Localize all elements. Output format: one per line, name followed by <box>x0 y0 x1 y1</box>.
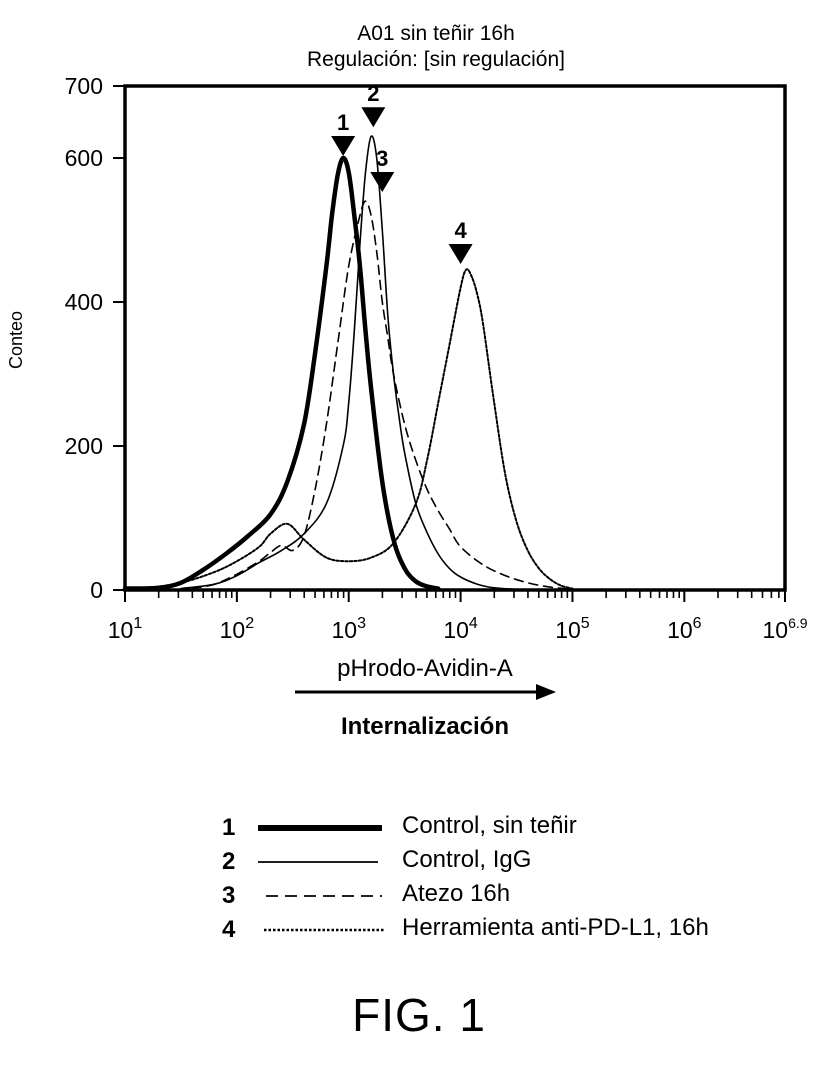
legend-number: 4 <box>222 916 236 943</box>
peak-marker-label: 3 <box>376 146 388 171</box>
figure-label: FIG. 1 <box>352 989 486 1041</box>
series-line-1 <box>122 155 441 591</box>
y-tick-label: 600 <box>65 145 103 171</box>
legend-number: 2 <box>222 848 236 875</box>
series-line-3 <box>191 200 574 591</box>
chart-title: A01 sin teñir 16h <box>357 22 515 45</box>
legend-swatch-thin-solid <box>258 861 378 863</box>
axes: 0 200 400 600 700 101 102 103 104 105 106 106.9 <box>65 73 808 643</box>
legend-label: Atezo 16h <box>402 880 511 907</box>
peak-marker-triangle-icon <box>361 107 386 128</box>
legend: 1 Control, sin teñir 2 Control, IgG 3 At… <box>222 812 782 948</box>
legend-swatch-dotted <box>264 928 384 932</box>
y-tick-label: 0 <box>90 577 103 603</box>
legend-swatch-thick-solid <box>258 825 382 831</box>
series-line-4 <box>124 268 574 590</box>
series-line-2 <box>180 135 518 591</box>
x-tick-label: 102 <box>220 615 255 643</box>
plot-frame <box>123 84 787 592</box>
series-lines <box>122 135 574 591</box>
arrow-right-icon <box>536 684 556 700</box>
arrow-label: Internalización <box>341 713 509 740</box>
peak-marker-label: 2 <box>367 81 379 106</box>
legend-number: 3 <box>222 882 236 909</box>
chart-subtitle: Regulación: [sin regulación] <box>307 48 565 71</box>
legend-swatch-dashed <box>266 895 382 897</box>
x-tick-label: 106 <box>667 615 702 643</box>
peak-marker-triangle-icon <box>331 136 356 156</box>
legend-label: Control, sin teñir <box>402 812 577 839</box>
y-tick-label: 200 <box>65 433 103 459</box>
y-axis-label: Conteo <box>6 311 26 369</box>
legend-label: Herramienta anti-PD-L1, 16h <box>402 914 709 941</box>
legend-label: Control, IgG <box>402 846 532 873</box>
peak-marker-triangle-icon <box>370 172 395 192</box>
peak-markers: 12 3 4 <box>331 81 473 264</box>
legend-item: 4 Herramienta anti-PD-L1, 16h <box>222 914 782 948</box>
y-tick-label: 400 <box>65 289 103 315</box>
x-tick-label: 104 <box>443 615 478 643</box>
y-tick-label: 700 <box>65 73 103 99</box>
x-tick-label: 106.9 <box>762 615 807 643</box>
x-tick-label: 103 <box>331 615 366 643</box>
legend-item: 1 Control, sin teñir <box>222 812 782 846</box>
legend-number: 1 <box>222 814 236 841</box>
peak-marker-label: 4 <box>454 218 467 243</box>
x-tick-label: 101 <box>108 615 143 643</box>
x-tick-label: 105 <box>555 615 590 643</box>
legend-item: 3 Atezo 16h <box>222 880 782 914</box>
x-axis-label: pHrodo-Avidin-A <box>337 655 513 682</box>
peak-marker-label: 1 <box>337 110 349 135</box>
peak-marker-triangle-icon <box>448 244 473 264</box>
legend-item: 2 Control, IgG <box>222 846 782 880</box>
